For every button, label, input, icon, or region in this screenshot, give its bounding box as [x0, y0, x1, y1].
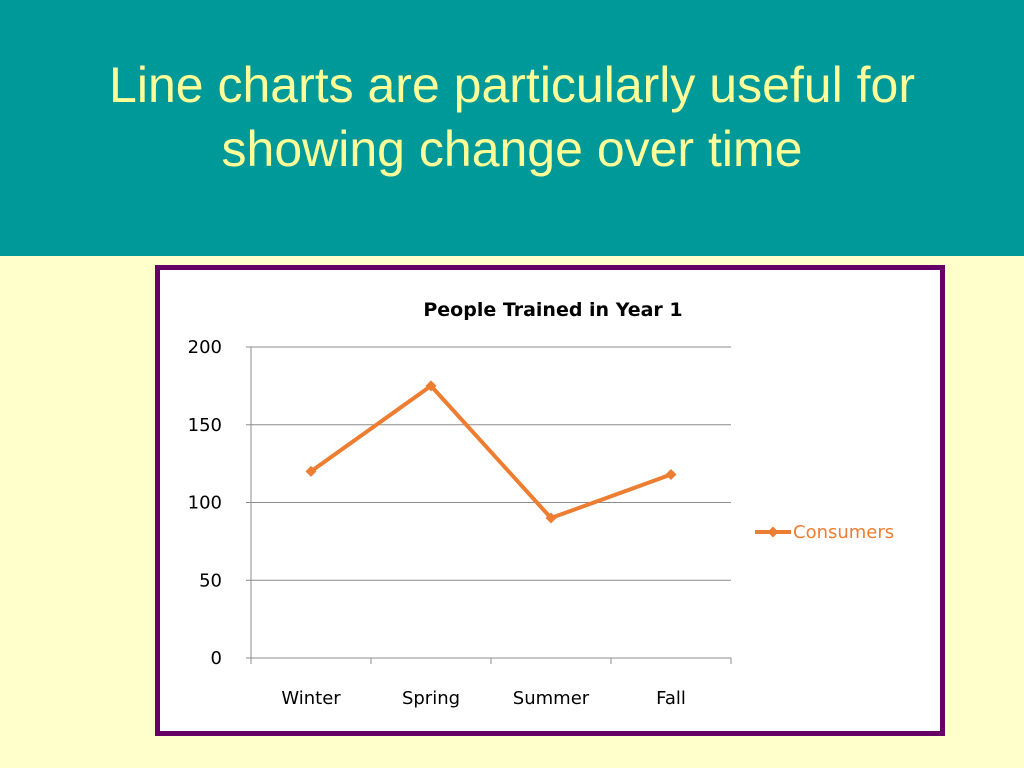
- y-tick-label: 100: [188, 493, 222, 514]
- legend-marker: [767, 526, 779, 538]
- series-line: [309, 383, 672, 521]
- data-point: [545, 512, 557, 524]
- line-chart: People Trained in Year 1 0 50 100 150 200 Win…: [188, 299, 895, 709]
- slide-title-line-2: showing change over time: [221, 121, 803, 177]
- y-tick-label: 0: [211, 648, 222, 669]
- legend: Consumers: [755, 522, 894, 543]
- axes: 0 50 100 150 200 Winter Spring Summer Fall: [188, 337, 732, 709]
- legend-label: Consumers: [793, 522, 894, 543]
- data-point: [665, 469, 677, 481]
- data-point: [305, 465, 317, 477]
- chart-frame: People Trained in Year 1 0 50 100 150 200 Win…: [155, 265, 945, 736]
- x-tick-label: Spring: [402, 688, 460, 709]
- series-layer: [305, 380, 677, 524]
- y-tick-label: 200: [188, 337, 222, 358]
- x-tick-label: Winter: [281, 688, 341, 709]
- slide-title: Line charts are particularly useful for …: [109, 53, 915, 181]
- slide-title-line-1: Line charts are particularly useful for: [109, 57, 915, 113]
- x-tick-label: Fall: [656, 688, 686, 709]
- y-tick-label: 150: [188, 415, 222, 436]
- data-point: [425, 380, 437, 392]
- gridlines: [251, 346, 731, 581]
- chart-title: People Trained in Year 1: [423, 299, 682, 321]
- slide-header: Line charts are particularly useful for …: [0, 0, 1024, 256]
- y-tick-label: 50: [199, 570, 222, 591]
- x-tick-label: Summer: [513, 688, 590, 709]
